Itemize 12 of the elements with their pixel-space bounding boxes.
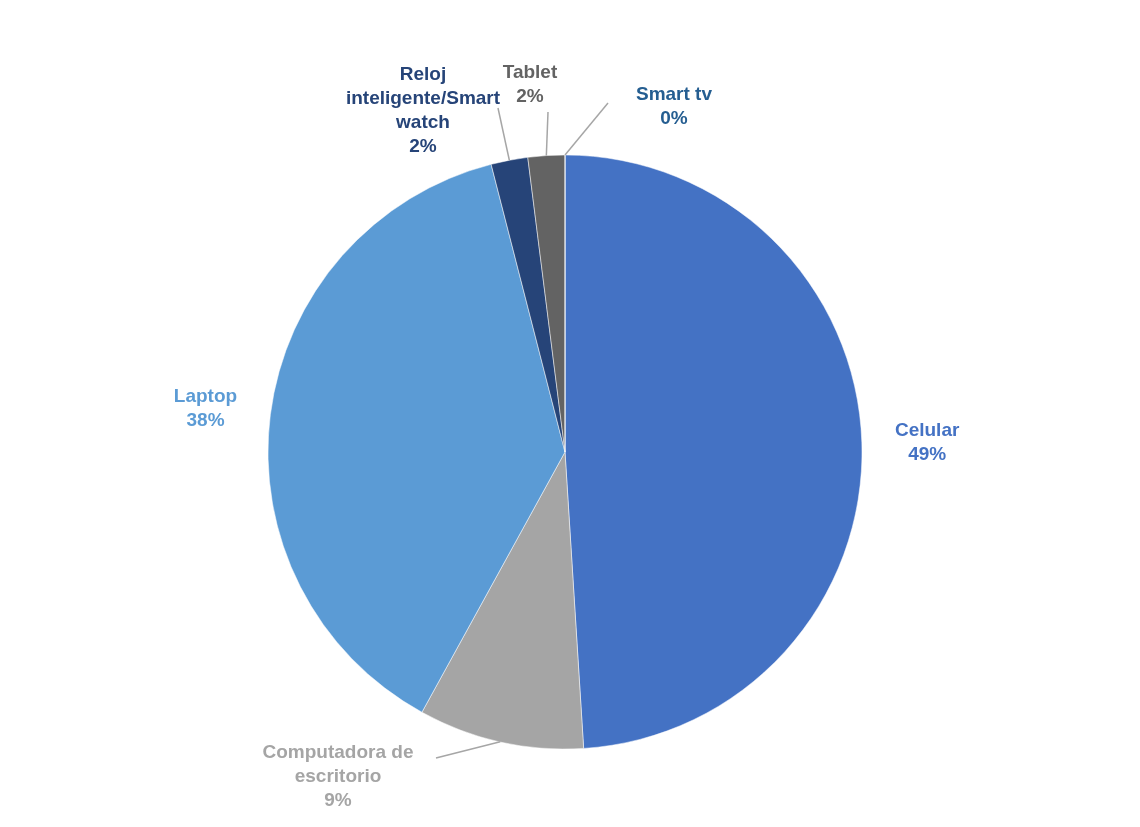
category-label: Smart tv <box>635 83 713 104</box>
text: 0% <box>660 107 688 128</box>
slice-label: Celular <box>894 418 960 440</box>
data-label: 9% <box>324 789 352 810</box>
data-label: 49% <box>908 442 947 464</box>
data-label: 38% <box>186 408 225 430</box>
data-label: 2% <box>516 85 544 106</box>
slice-label: Reloj inteligente/Smart watch <box>345 63 501 132</box>
data-label: 2% <box>409 135 437 156</box>
slice-label: Computadora de escritorio <box>262 741 414 786</box>
slice-label: Laptop <box>173 384 238 406</box>
slice-label: Tablet <box>502 61 558 82</box>
